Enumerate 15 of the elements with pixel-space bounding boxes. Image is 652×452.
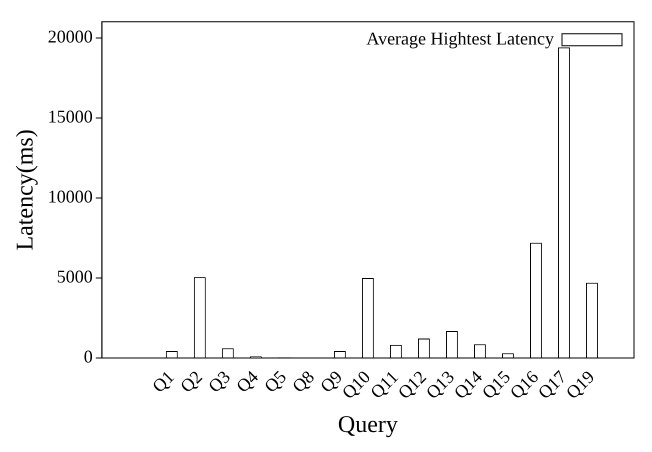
x-tick-label: Q4 — [232, 366, 262, 396]
x-tick-label: Q2 — [176, 366, 206, 396]
y-tick-label: 0 — [84, 346, 93, 367]
y-tick-label: 5000 — [56, 266, 93, 287]
y-tick-label: 15000 — [48, 106, 93, 127]
x-tick-label: Q5 — [260, 366, 290, 396]
x-tick-label: Q19 — [562, 366, 598, 403]
series-label: Average Hightest Latency — [366, 28, 554, 49]
x-tick-label: Q3 — [204, 366, 234, 396]
y-tick-label: 20000 — [48, 26, 93, 47]
x-axis-title: Query — [338, 412, 398, 438]
y-tick-label: 10000 — [48, 186, 93, 207]
y-axis-title: Latency(ms) — [12, 129, 39, 251]
x-tick-label: Q1 — [148, 366, 178, 396]
x-tick-label: Q8 — [288, 366, 318, 396]
